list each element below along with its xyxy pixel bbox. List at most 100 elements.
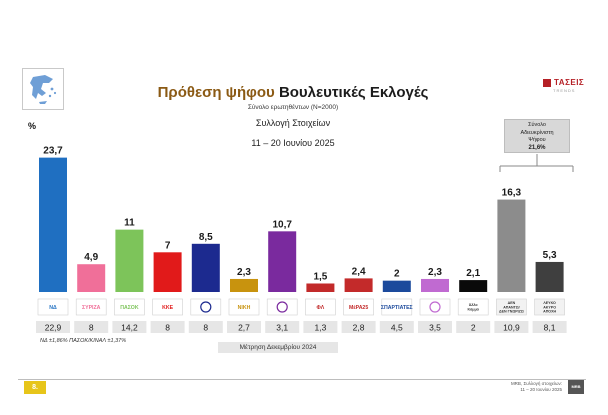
bar-10 [382,280,411,292]
value-label-2: 4,9 [84,252,98,263]
party-logo-symbol-7 [276,301,288,313]
title-main: Βουλευτικές Εκλογές [278,84,429,101]
party-logo-5 [190,298,222,316]
prev-value-3: 14,2 [121,323,138,333]
value-label-8: 1,5 [313,271,327,282]
prev-value-1: 22,9 [45,323,62,333]
party-logo-1: ΝΔ [37,298,69,316]
party-logo-4: ΚΚΕ [152,298,183,316]
party-logo-text-9: ΜέΡΑ25 [349,305,368,311]
bar-13 [497,199,526,292]
party-logo-text-3: ΠΑΣΟΚ [120,305,139,311]
undecided-line1: Σύνολο [528,122,546,128]
party-logo-text-13: ΔΕΝ [508,301,516,305]
footer-source-line2: 11 – 20 Ιουνίου 2025 [520,387,562,392]
value-label-1: 23,7 [43,146,63,157]
value-label-10: 2 [394,269,400,280]
party-logo-3: ΠΑΣΟΚ [114,298,145,316]
bar-1 [39,157,67,292]
previous-measurement-label: Μέτρηση Δεκεμβρίου 2024 [218,342,338,353]
bar-5 [191,243,220,292]
footer-divider [18,379,586,380]
footer-source-line1: MRB, Συλλογή στοιχείων: [510,381,562,386]
bar-7 [268,231,297,292]
undecided-bracket [499,154,574,172]
bar-3 [115,229,144,292]
undecided-total-box: Σύνολο Αδιευκρίνιστη Ψήφου 21,6% [504,119,570,153]
mrb-logo: MRB [568,380,584,394]
prev-value-7: 3,1 [276,323,288,333]
party-logo-text-14: ΑΚΥΡΟ [543,305,556,309]
party-logo-text-13: ΑΠΑΝΤΩ/ [503,305,519,309]
party-logo-text-2: ΣΥΡΙΖΑ [82,305,101,311]
party-logo-7 [266,298,298,316]
prev-cell-8 [303,321,338,333]
prev-cell-9 [341,321,376,333]
prev-cell-1 [36,321,70,333]
prev-value-5: 8 [203,323,208,333]
prev-value-13: 10,9 [503,323,520,333]
prev-cell-11 [418,321,452,333]
party-logo-9: ΜέΡΑ25 [343,298,374,316]
party-logo-8: ΦΛ [305,298,336,316]
bar-12 [459,280,488,292]
bar-14 [535,261,564,292]
value-label-6: 2,3 [237,267,251,278]
party-logo-11 [419,298,451,316]
prev-value-14: 8,1 [544,323,556,333]
party-logo-symbol-5 [200,301,212,313]
party-logo-text-14: ΛΕΥΚΟ [543,301,556,305]
prev-cell-4 [150,321,185,333]
page-number: 8. [24,381,46,394]
bar-9 [344,278,373,292]
value-label-12: 2,1 [466,268,480,279]
prev-cell-5 [188,321,223,333]
party-logo-text-12: Άλλο [469,303,479,307]
bar-2 [77,264,106,292]
prev-cell-3 [112,321,147,333]
tasis-logo: ΤΑΣΕΙΣ [543,78,584,87]
prev-value-11: 3,5 [429,323,441,333]
value-label-5: 8,5 [199,232,213,243]
party-logo-text-6: ΝΙΚΗ [238,305,251,311]
prev-cell-12 [456,321,491,333]
footnote: ΝΔ ±1,86% ΠΑΣΟΚ/ΚΙΝΑΛ ±1,37% [40,338,127,344]
party-logo-symbol-11 [429,301,441,313]
logo-mark-icon [543,78,551,87]
greece-map-icon [22,68,64,110]
prev-cell-10 [379,321,414,333]
prev-value-10: 4,5 [391,323,403,333]
party-logo-10: ΣΠΑΡΤΙΑΤΕΣ [381,298,413,316]
prev-value-9: 2,8 [353,323,365,333]
logo-subtext: TRENDS [553,88,576,93]
y-axis-label: % [28,121,37,131]
party-logo-text-12: Κόμμα [468,307,480,311]
bar-4 [153,252,182,292]
bar-11 [421,278,449,292]
chart-subtitle: Σύνολο ερωτηθέντων (Ν=2000) [247,104,339,111]
value-label-9: 2,4 [352,266,366,277]
prev-value-12: 2 [471,323,476,333]
prev-value-6: 2,7 [238,323,250,333]
value-label-3: 11 [124,218,135,229]
collection-dates: 11 – 20 Ιουνίου 2025 [251,138,335,148]
undecided-line2: Αδιευκρίνιστη [520,129,554,136]
party-logo-text-8: ΦΛ [317,305,325,311]
bar-6 [230,278,258,292]
prev-cell-7 [265,321,300,333]
undecided-value: 21,6% [528,144,546,151]
party-logo-2: ΣΥΡΙΖΑ [75,298,107,316]
prev-cell-2 [74,321,109,333]
prev-value-4: 8 [165,323,170,333]
value-label-7: 10,7 [272,219,292,230]
prev-cell-14 [532,321,567,333]
chart-title: Πρόθεση ψήφου Βουλευτικές Εκλογές [118,84,468,101]
bar-8 [306,283,335,292]
collection-label: Συλλογή Στοιχείων [255,118,331,128]
logo-text: ΤΑΣΕΙΣ [554,78,585,87]
party-logo-text-10: ΣΠΑΡΤΙΑΤΕΣ [381,305,413,311]
prev-cell-6 [227,321,261,333]
